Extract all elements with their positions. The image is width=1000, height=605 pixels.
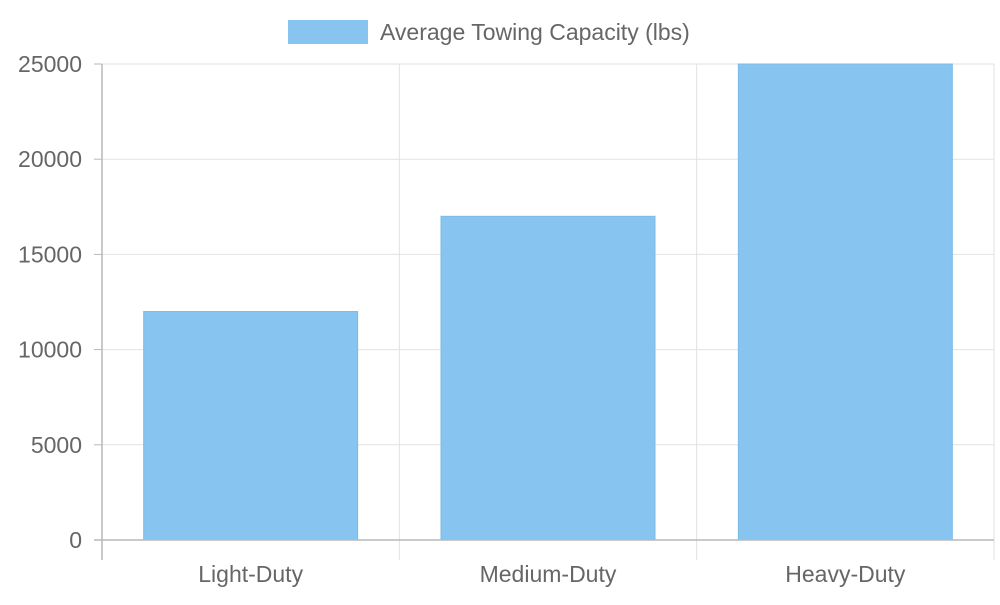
bar-heavy-duty[interactable] xyxy=(737,63,953,541)
bar-light-duty[interactable] xyxy=(143,311,359,541)
y-tick-label: 10000 xyxy=(18,337,82,363)
y-tick-label: 0 xyxy=(69,527,82,553)
legend[interactable]: Average Towing Capacity (lbs) xyxy=(288,19,690,45)
legend-label[interactable]: Average Towing Capacity (lbs) xyxy=(380,19,690,45)
y-tick-labels: 0 5000 10000 15000 20000 25000 xyxy=(18,51,82,553)
x-tick-label: Light-Duty xyxy=(198,561,303,587)
y-tick-label: 5000 xyxy=(31,432,82,458)
bar-medium-duty[interactable] xyxy=(440,215,656,541)
axes xyxy=(94,63,994,560)
y-tick-label: 15000 xyxy=(18,241,82,267)
x-tick-label: Medium-Duty xyxy=(480,561,617,587)
legend-swatch[interactable] xyxy=(288,20,368,44)
y-tick-label: 25000 xyxy=(18,51,82,77)
x-tick-labels: Light-Duty Medium-Duty Heavy-Duty xyxy=(198,561,906,587)
bars xyxy=(143,63,953,541)
x-tick-label: Heavy-Duty xyxy=(785,561,906,587)
y-tick-label: 20000 xyxy=(18,146,82,172)
